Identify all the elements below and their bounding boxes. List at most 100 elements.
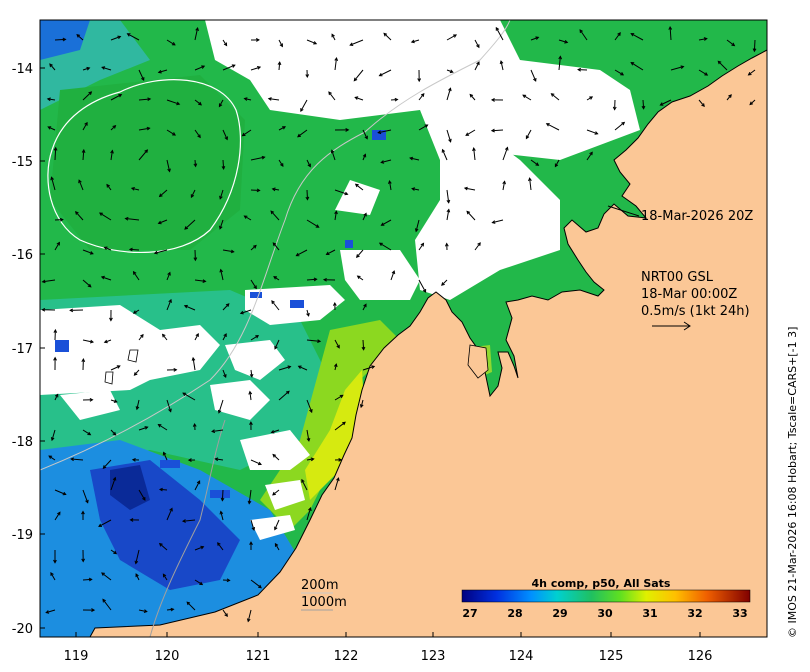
current-vector xyxy=(222,609,228,617)
current-vector xyxy=(502,147,508,161)
current-vector-head xyxy=(142,496,146,501)
current-vector xyxy=(274,519,280,530)
current-vector-head xyxy=(182,392,187,396)
current-vector xyxy=(182,519,196,522)
current-vector xyxy=(166,299,172,311)
current-vector xyxy=(240,309,252,314)
current-vector-head xyxy=(491,220,496,224)
current-vector-head xyxy=(641,105,646,110)
current-vector xyxy=(194,480,201,491)
current-vector xyxy=(389,180,392,191)
current-vector-head xyxy=(630,62,635,66)
sst-warm-coast xyxy=(260,320,400,530)
current-vector-head xyxy=(252,244,257,249)
current-vector-head xyxy=(476,44,480,49)
current-vector xyxy=(103,459,112,469)
current-vector-head xyxy=(161,333,166,338)
colorbar-title: 4h comp, p50, All Sats xyxy=(532,577,671,590)
current-vector-head xyxy=(200,545,205,550)
current-vector xyxy=(110,477,116,491)
current-vector-head xyxy=(287,365,292,370)
y-tick-label: -16 xyxy=(12,248,33,263)
cold-specks xyxy=(55,130,386,498)
current-vector xyxy=(250,369,253,377)
current-vector-head xyxy=(749,101,754,106)
current-vector-head xyxy=(256,188,261,193)
current-vector-head xyxy=(253,285,257,290)
current-vector-head xyxy=(162,451,167,456)
current-vector xyxy=(222,64,235,71)
current-vector xyxy=(749,99,756,105)
current-vector xyxy=(446,209,450,221)
current-vector-head xyxy=(306,437,311,442)
current-vector-head xyxy=(146,126,151,131)
current-vector xyxy=(474,242,481,251)
current-vector-head xyxy=(98,523,102,527)
current-vector-head xyxy=(620,72,625,76)
current-vector xyxy=(500,60,504,71)
current-vector-head xyxy=(495,26,500,31)
plot-frame xyxy=(39,19,768,638)
current-vector xyxy=(104,246,112,251)
current-vector-head xyxy=(307,163,311,168)
current-vector-head xyxy=(62,491,67,496)
current-vector xyxy=(418,243,424,251)
current-vector-head xyxy=(106,183,111,188)
current-vector-head xyxy=(339,394,344,399)
current-vector-head xyxy=(362,153,367,158)
vector-scale-label: 0.5m/s (1kt 24h) xyxy=(641,304,750,319)
current-vector xyxy=(220,269,224,281)
current-vector xyxy=(54,242,60,251)
current-vector-head xyxy=(277,61,282,66)
current-vector xyxy=(356,249,364,258)
current-vector xyxy=(272,188,280,191)
current-vector-head xyxy=(424,124,429,128)
current-vector-head xyxy=(50,437,55,442)
current-vector xyxy=(215,458,224,461)
current-vector xyxy=(466,211,476,221)
current-vector-head xyxy=(336,344,340,349)
current-vector-head xyxy=(579,29,583,34)
current-vector-head xyxy=(50,176,54,181)
current-vector xyxy=(110,36,121,41)
current-vector xyxy=(390,99,398,101)
current-vector xyxy=(660,99,672,106)
current-vector-head xyxy=(47,126,52,130)
current-vector xyxy=(546,123,560,131)
current-vector-head xyxy=(448,87,452,92)
current-vector-head xyxy=(355,254,360,259)
current-vector-head xyxy=(56,241,60,246)
current-vector-head xyxy=(201,65,206,69)
current-vector-head xyxy=(184,226,189,230)
current-vector-head xyxy=(81,510,85,515)
current-vector-head xyxy=(239,310,244,315)
current-vector xyxy=(442,149,448,161)
current-vector xyxy=(272,489,280,496)
current-vector-head xyxy=(267,97,272,101)
y-tick-label: -15 xyxy=(12,155,33,170)
current-vector-head xyxy=(59,217,64,222)
current-vector-head xyxy=(297,133,301,138)
current-vector-head xyxy=(41,307,46,312)
current-vector xyxy=(250,519,255,531)
current-vector xyxy=(278,159,284,167)
current-vector xyxy=(278,62,281,71)
current-vector xyxy=(446,88,451,101)
current-vector-head xyxy=(131,457,136,462)
current-vector-head xyxy=(199,581,204,586)
current-vector-head xyxy=(612,106,617,111)
current-vector-head xyxy=(476,61,480,66)
current-vector-head xyxy=(463,186,468,191)
current-vector-head xyxy=(354,96,359,100)
current-vector-head xyxy=(410,39,415,44)
current-vector-head xyxy=(342,421,346,426)
current-vector-head xyxy=(364,135,368,140)
current-vector xyxy=(446,189,450,203)
current-vector xyxy=(334,394,344,401)
current-vector xyxy=(166,508,173,521)
current-vector xyxy=(159,543,168,551)
current-vector-head xyxy=(550,93,555,97)
current-vector xyxy=(418,279,427,293)
current-vector xyxy=(54,38,66,41)
current-vector-head xyxy=(112,431,117,436)
